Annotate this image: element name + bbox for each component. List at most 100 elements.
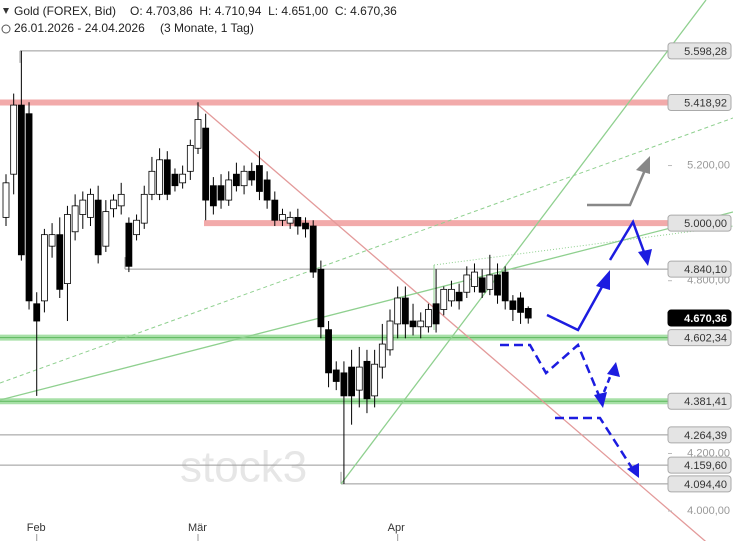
level-label: 4.094,40 xyxy=(684,479,727,491)
price-box xyxy=(667,309,732,327)
candle-body xyxy=(263,179,271,201)
candle-body xyxy=(294,216,302,227)
candle-body xyxy=(2,182,10,218)
candle-body xyxy=(424,309,432,328)
candle-body xyxy=(117,193,125,207)
candle-body xyxy=(125,222,133,267)
y-tick-label: 4.000,00 xyxy=(687,505,730,517)
candle-body xyxy=(401,297,409,325)
candle-body xyxy=(471,271,478,287)
candle-body xyxy=(102,211,110,247)
candle-body xyxy=(517,297,524,313)
level-label: 5.598,28 xyxy=(684,46,727,58)
candle-body xyxy=(148,170,156,195)
candle-body xyxy=(10,104,18,175)
level-box xyxy=(667,392,732,410)
candle-body xyxy=(440,288,448,310)
candle-body xyxy=(417,320,425,328)
candle-body xyxy=(486,274,494,290)
header-period: (3 Monate, 1 Tag) xyxy=(160,21,254,35)
level-label: 4.381,41 xyxy=(684,396,727,408)
candle-body xyxy=(232,173,240,187)
candle-body xyxy=(332,369,340,382)
candle-body xyxy=(455,291,463,302)
candle-body xyxy=(256,165,263,192)
level-label: 4.602,34 xyxy=(684,333,727,345)
candle-body xyxy=(501,271,509,302)
candle-body xyxy=(17,104,25,256)
x-tick-label: Mär xyxy=(188,522,207,534)
level-box xyxy=(667,214,732,232)
level-box xyxy=(667,260,732,278)
candle-body xyxy=(110,199,117,210)
candle-body xyxy=(378,343,386,368)
candle-body xyxy=(309,225,317,273)
candle-body xyxy=(33,303,41,322)
level-box xyxy=(667,426,732,444)
candle-body xyxy=(363,360,371,400)
candle-body xyxy=(194,119,202,149)
level-box xyxy=(667,94,732,112)
candle-body xyxy=(325,329,332,374)
candle-body xyxy=(409,320,417,328)
candle-body xyxy=(240,170,248,187)
header-ohlc: O: 4.703,86 H: 4.710,94 L: 4.651,00 C: 4… xyxy=(130,4,397,18)
header-title: Gold (FOREX, Bid) xyxy=(14,4,116,18)
candle-body xyxy=(394,297,402,325)
level-label: 4.670,36 xyxy=(684,313,727,325)
candle-body xyxy=(64,214,71,285)
candle-body xyxy=(186,144,194,172)
candle-body xyxy=(279,214,286,221)
candle-body xyxy=(56,234,64,290)
candle-body xyxy=(271,199,279,221)
candle-body xyxy=(248,170,256,181)
candle-body xyxy=(217,185,225,201)
candle-body xyxy=(140,193,148,224)
x-tick-label: Apr xyxy=(388,522,405,534)
candle-body xyxy=(87,193,94,218)
candle-body xyxy=(478,277,486,293)
level-label: 4.840,10 xyxy=(684,264,727,276)
candle-body xyxy=(317,268,325,328)
level-box xyxy=(667,456,732,474)
candle-body xyxy=(41,234,48,302)
candle-body xyxy=(463,274,471,293)
y-tick-label: 5.200,00 xyxy=(687,159,730,171)
candle-body xyxy=(71,205,79,233)
level-box xyxy=(667,329,732,347)
candle-body xyxy=(302,222,309,230)
candle-body xyxy=(48,234,56,247)
candle-body xyxy=(25,113,33,302)
collapse-icon[interactable] xyxy=(3,8,9,14)
level-label: 4.159,60 xyxy=(684,460,727,472)
candle-body xyxy=(225,179,233,201)
candle-body xyxy=(432,303,440,325)
level-label: 5.418,92 xyxy=(684,97,727,109)
candle-body xyxy=(202,127,210,201)
candle-body xyxy=(156,159,164,195)
header-range: 26.01.2026 - 24.04.2026 xyxy=(14,21,145,35)
clock-icon xyxy=(1,24,11,34)
level-label: 5.000,00 xyxy=(684,218,727,230)
level-box xyxy=(667,42,732,60)
candle-body xyxy=(171,173,179,187)
candle-body xyxy=(448,288,455,302)
candle-body xyxy=(94,199,102,256)
candle-body xyxy=(494,274,501,296)
y-tick-label: 4.200,00 xyxy=(687,447,730,459)
candle-body xyxy=(179,173,187,184)
candle-body xyxy=(524,308,532,319)
candle-body xyxy=(509,300,517,310)
level-label: 4.264,39 xyxy=(684,430,727,442)
candle-body xyxy=(79,199,87,215)
candle-body xyxy=(340,372,348,397)
candle-body xyxy=(371,363,379,397)
watermark: stock3 xyxy=(180,443,307,492)
candle-body xyxy=(386,320,394,351)
level-box xyxy=(667,475,732,493)
candle-body xyxy=(209,185,217,207)
candle-body xyxy=(286,216,294,224)
x-tick-label: Feb xyxy=(27,522,46,534)
